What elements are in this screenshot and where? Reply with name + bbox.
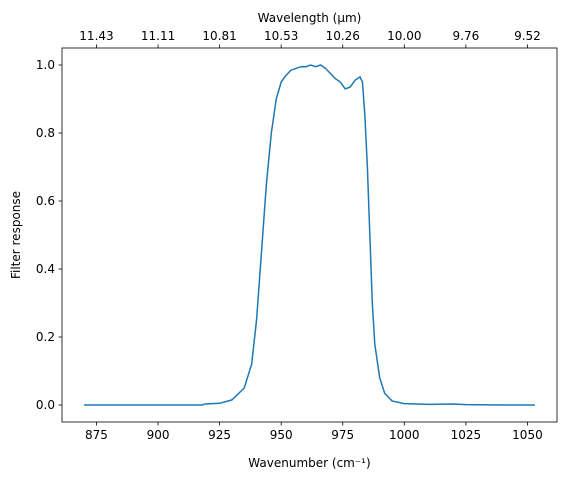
x2-tick-label: 9.52 <box>514 29 541 43</box>
x2-axis-label: Wavelength (μm) <box>258 11 362 25</box>
x2-tick-label: 11.43 <box>79 29 113 43</box>
y-tick-label: 0.6 <box>36 194 55 208</box>
x2-tick-label: 10.00 <box>387 29 421 43</box>
x-tick-label: 1000 <box>389 428 420 442</box>
x-axis-label: Wavenumber (cm⁻¹) <box>248 456 370 470</box>
x-tick-label: 1025 <box>451 428 482 442</box>
y-axis-label: Filter response <box>9 191 23 279</box>
x-tick-label: 875 <box>85 428 108 442</box>
x-tick-label: 925 <box>208 428 231 442</box>
x2-tick-label: 10.81 <box>202 29 236 43</box>
line-series <box>84 64 535 406</box>
x2-tick-label: 11.11 <box>141 29 175 43</box>
x-tick-label: 975 <box>331 428 354 442</box>
x2-tick-label: 9.76 <box>453 29 480 43</box>
y-tick-label: 1.0 <box>36 58 55 72</box>
x-tick-label: 900 <box>147 428 170 442</box>
x2-tick-label: 10.53 <box>264 29 298 43</box>
y-tick-label: 0.2 <box>36 330 55 344</box>
x-tick-label: 950 <box>270 428 293 442</box>
plot-frame <box>61 47 558 423</box>
x2-tick-label: 10.26 <box>326 29 360 43</box>
x-tick-label: 1050 <box>512 428 543 442</box>
y-tick-label: 0.4 <box>36 262 55 276</box>
y-tick-label: 0.0 <box>36 398 55 412</box>
y-tick-label: 0.8 <box>36 126 55 140</box>
